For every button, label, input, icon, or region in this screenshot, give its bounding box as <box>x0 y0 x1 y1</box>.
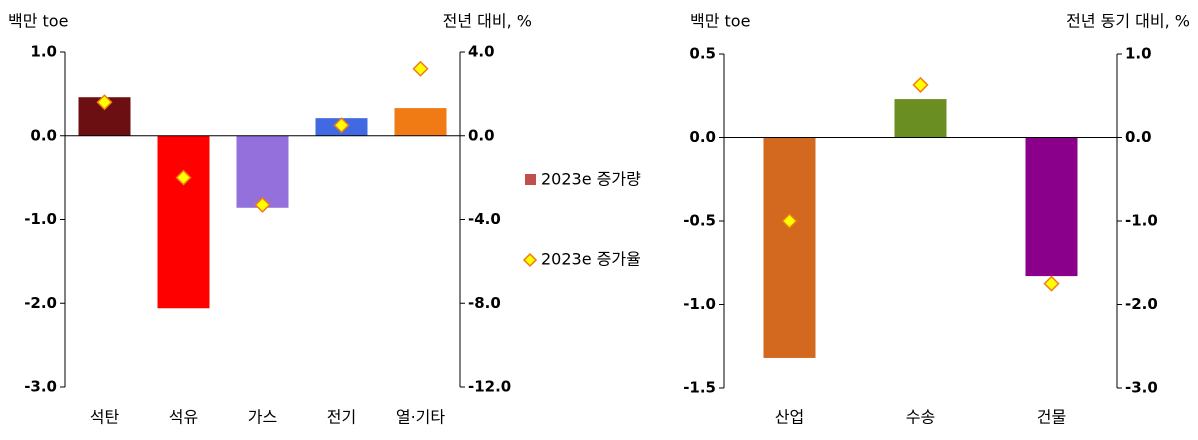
y-tick-label: -3.0 <box>24 378 57 396</box>
y2-tick-label: -3.0 <box>1125 379 1158 397</box>
x-tick-label: 석유 <box>169 408 198 427</box>
legend-label: 2023e 증가량 <box>541 170 641 189</box>
bar <box>236 135 289 208</box>
diamond-marker <box>96 94 113 111</box>
y-tick-label: -1.0 <box>24 210 57 228</box>
y2-tick-label: -1.0 <box>1125 212 1158 230</box>
legend-label: 2023e 증가율 <box>541 250 641 269</box>
y-tick-label: 0.0 <box>30 126 57 144</box>
y-tick-label: -2.0 <box>24 294 57 312</box>
legend-swatch <box>522 252 538 268</box>
y2-tick-label: -2.0 <box>1125 295 1158 313</box>
y-axis-label: 백만 toe <box>690 12 750 31</box>
x-tick-label: 가스 <box>248 408 277 427</box>
y-tick-label: 0.5 <box>689 45 716 63</box>
bar <box>1025 137 1078 277</box>
y-tick-label: -1.0 <box>683 295 716 313</box>
x-tick-label: 건물 <box>1037 408 1066 427</box>
y2-tick-label: -4.0 <box>468 210 501 228</box>
y2-tick-label: 0.0 <box>468 126 495 144</box>
diamond-marker <box>175 169 192 186</box>
y-tick-label: 1.0 <box>30 43 57 61</box>
y2-axis-label: 전년 동기 대비, % <box>1066 12 1190 31</box>
y-tick-label: -1.5 <box>683 379 716 397</box>
diamond-marker <box>912 76 929 93</box>
bar <box>394 108 447 136</box>
diamond-marker <box>333 117 350 134</box>
x-tick-label: 전기 <box>327 408 356 427</box>
x-tick-label: 산업 <box>775 408 804 427</box>
y2-tick-label: 1.0 <box>1125 45 1152 63</box>
y2-tick-label: 4.0 <box>468 43 495 61</box>
diamond-marker <box>254 196 271 213</box>
bar <box>763 137 816 358</box>
x-tick-label: 열·기타 <box>396 408 446 427</box>
diamond-marker <box>412 60 429 77</box>
diamond-marker <box>781 212 798 230</box>
x-tick-label: 수송 <box>906 408 935 427</box>
y2-tick-label: -12.0 <box>468 378 511 396</box>
y2-tick-label: -8.0 <box>468 294 501 312</box>
bar <box>894 99 947 138</box>
y-axis-label: 백만 toe <box>8 12 68 31</box>
y-tick-label: -0.5 <box>683 212 716 230</box>
y2-tick-label: 0.0 <box>1125 128 1152 146</box>
bar <box>157 135 210 309</box>
y-tick-label: 0.0 <box>689 128 716 146</box>
diamond-marker <box>1043 275 1060 292</box>
x-tick-label: 석탄 <box>90 408 120 427</box>
legend-swatch <box>525 174 536 185</box>
y2-axis-label: 전년 대비, % <box>443 12 532 31</box>
